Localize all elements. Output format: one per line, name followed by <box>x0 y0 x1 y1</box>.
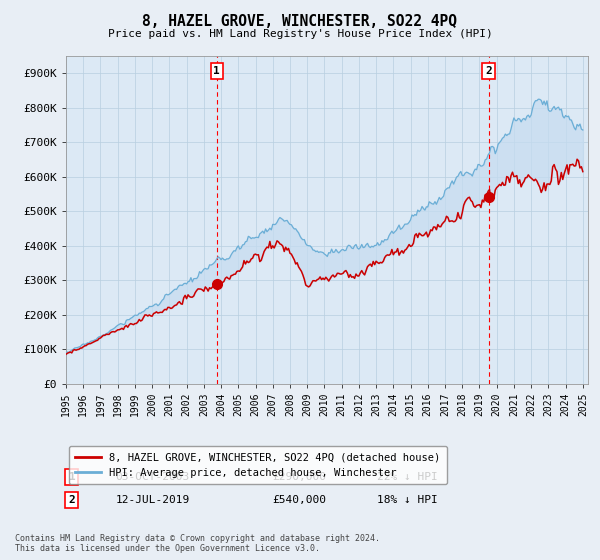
Text: 2: 2 <box>68 495 76 505</box>
Text: 1: 1 <box>214 66 220 76</box>
Text: 8, HAZEL GROVE, WINCHESTER, SO22 4PQ: 8, HAZEL GROVE, WINCHESTER, SO22 4PQ <box>143 14 458 29</box>
Text: 1: 1 <box>68 472 76 482</box>
Text: £540,000: £540,000 <box>272 495 326 505</box>
Text: 18% ↓ HPI: 18% ↓ HPI <box>377 495 437 505</box>
Text: £290,000: £290,000 <box>272 472 326 482</box>
Text: 22% ↓ HPI: 22% ↓ HPI <box>377 472 437 482</box>
Text: 03-OCT-2003: 03-OCT-2003 <box>116 472 190 482</box>
Text: Price paid vs. HM Land Registry's House Price Index (HPI): Price paid vs. HM Land Registry's House … <box>107 29 493 39</box>
Legend: 8, HAZEL GROVE, WINCHESTER, SO22 4PQ (detached house), HPI: Average price, detac: 8, HAZEL GROVE, WINCHESTER, SO22 4PQ (de… <box>68 446 447 484</box>
Text: Contains HM Land Registry data © Crown copyright and database right 2024.
This d: Contains HM Land Registry data © Crown c… <box>15 534 380 553</box>
Text: 12-JUL-2019: 12-JUL-2019 <box>116 495 190 505</box>
Text: 2: 2 <box>485 66 492 76</box>
